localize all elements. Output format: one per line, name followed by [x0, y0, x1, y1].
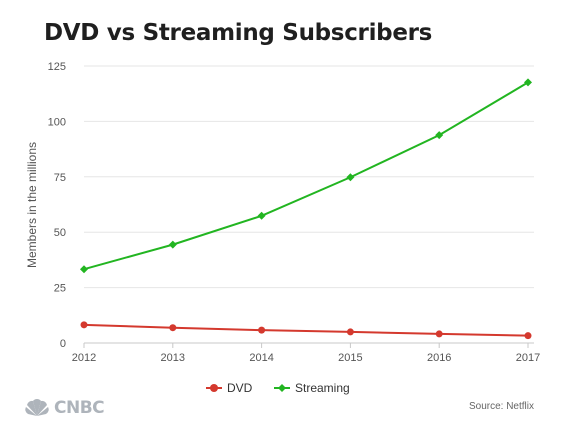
- y-axis-label: Members in the millions: [25, 142, 39, 268]
- x-axis: [83, 342, 534, 348]
- x-tick-label: 2013: [161, 352, 185, 364]
- series-line-streaming: [83, 81, 529, 271]
- chart-title: DVD vs Streaming Subscribers: [44, 20, 433, 46]
- y-tick-label: 125: [48, 61, 66, 73]
- legend-marker: [210, 384, 218, 392]
- y-tick-labels: 0 25 50 75 100 125: [48, 61, 66, 350]
- data-point-streaming: [346, 173, 355, 182]
- y-tick-label: 75: [54, 172, 66, 184]
- x-tick-label: 2014: [249, 352, 273, 364]
- source-note: Source: Netflix: [468, 401, 534, 412]
- legend-label: DVD: [227, 381, 253, 395]
- legend-marker: [278, 384, 286, 392]
- x-tick-label: 2016: [427, 352, 451, 364]
- x-tick-label: 2012: [72, 352, 96, 364]
- data-point-dvd: [524, 332, 532, 340]
- legend-label: Streaming: [295, 381, 350, 395]
- data-point-dvd: [346, 328, 354, 336]
- data-point-streaming: [80, 265, 88, 274]
- x-tick-label: 2017: [516, 352, 540, 364]
- series-line-dvd: [83, 323, 529, 337]
- grid-lines: [84, 65, 534, 289]
- data-point-streaming: [435, 131, 444, 140]
- y-tick-label: 25: [54, 283, 66, 295]
- cnbc-logo: CNBC: [24, 398, 105, 418]
- y-tick-label: 100: [48, 116, 66, 128]
- data-point-dvd: [435, 330, 443, 338]
- data-point-streaming: [168, 240, 177, 249]
- legend: DVD Streaming: [206, 381, 350, 395]
- series-lines: [80, 78, 532, 340]
- peacock-icon: [25, 399, 49, 416]
- logo-text: CNBC: [54, 398, 105, 418]
- data-point-streaming: [257, 211, 266, 220]
- y-tick-label: 0: [60, 338, 66, 350]
- data-point-dvd: [169, 324, 177, 332]
- data-point-dvd: [258, 326, 266, 334]
- x-tick-label: 2015: [338, 352, 362, 364]
- data-point-dvd: [80, 321, 88, 329]
- x-tick-labels: 2012 2013 2014 2015 2016 2017: [72, 352, 540, 364]
- y-tick-label: 50: [54, 227, 66, 239]
- data-point-streaming: [524, 78, 532, 87]
